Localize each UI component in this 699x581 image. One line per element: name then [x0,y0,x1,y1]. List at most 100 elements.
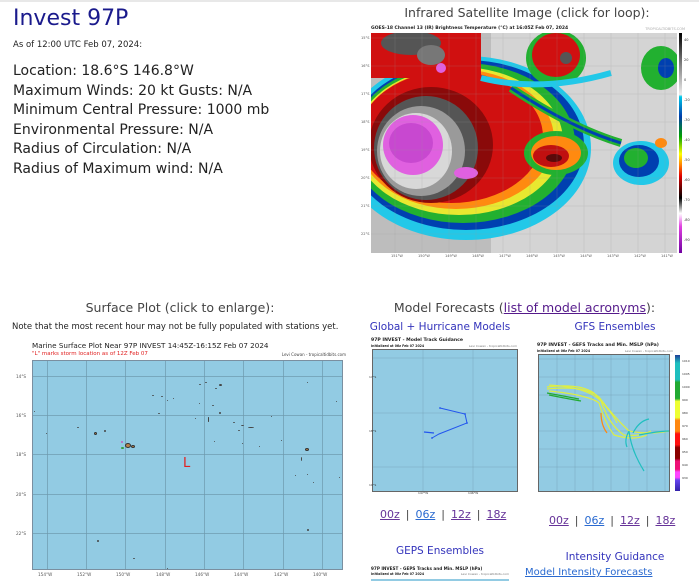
colorbar-tick: -20 [684,98,690,102]
separator: | [610,514,614,527]
temperature-colorbar [679,33,682,253]
as-of-timestamp: As of 12:00 UTC Feb 07, 2024: [13,40,143,50]
gefs-cycle-06z-link[interactable]: 06z [584,514,605,527]
satellite-lon-labels: 151°W 150°W 149°W 148°W 147°W 146°W 145°… [371,254,677,260]
island [313,482,314,483]
geps-track-image-link[interactable]: 97P INVEST - GEPS Tracks and Min. MSLP (… [369,566,519,581]
island [242,443,243,444]
global-model-map [372,349,518,492]
model-track-graphic [373,350,517,491]
lon-label: 147°W [418,491,429,495]
lon-label: 151°W [391,254,403,258]
colorbar-tick: 950 [682,450,688,454]
lon-label: 150°W [116,572,131,577]
island [339,477,340,478]
gefs-cycle-12z-link[interactable]: 12z [620,514,640,527]
lat-label: 17°S [361,92,370,96]
lon-label: 148°W [156,572,171,577]
colorbar-tick: -30 [684,118,690,122]
global-cycle-18z-link[interactable]: 18z [486,508,507,521]
global-cycle-00z-link[interactable]: 00z [380,508,400,521]
lat-label: 18°S [16,452,27,457]
island [195,418,196,419]
lon-label: 150°W [418,254,430,258]
gefs-title: 97P INVEST - GEFS Tracks and Min. MSLP (… [537,343,659,348]
fact-location: Location: 18.6°S 146.8°W [13,63,194,79]
colorbar-tick: 1000 [682,385,690,389]
lon-label: 145°W [553,254,565,258]
colorbar-tick: 970 [682,424,688,428]
island [77,427,79,428]
storm-title: Invest 97P [13,6,129,31]
model-forecasts-heading: Model Forecasts (list of model acronyms)… [350,300,699,315]
ensemble-tracks-graphic [539,355,669,491]
fact-min-pressure: Minimum Central Pressure: 1000 mb [13,102,270,118]
colorbar-tick: 990 [682,398,688,402]
lat-label: 21°S [361,204,370,208]
grid-line [33,494,342,495]
island [238,430,240,431]
lon-label: 140°W [313,572,328,577]
model-acronyms-link[interactable]: list of model acronyms [503,300,646,315]
grid-line [33,533,342,534]
gefs-credit: Levi Cowan - tropicaltidbits.com [624,349,673,353]
gefs-cycle-18z-link[interactable]: 18z [655,514,676,527]
global-cycle-12z-link[interactable]: 12z [451,508,471,521]
lat-label: 19°S [369,483,377,487]
lat-label: 18°S [361,120,370,124]
island [271,416,272,417]
geps-init: Initialized at 00z Feb 07 2024 [371,572,425,576]
colorbar-tick: 0 [684,78,687,82]
global-model-credit: Levi Cowan - tropicaltidbits.com [468,344,517,348]
satellite-credit: TROPICALTIDBITS.COM [645,27,685,31]
surface-map: L [32,360,343,570]
grid-line [33,376,342,377]
island [281,440,282,441]
island [46,433,47,434]
island [241,425,244,426]
station-marker [121,447,124,449]
gefs-track-image-link[interactable]: 97P INVEST - GEFS Tracks and Min. MSLP (… [535,343,695,495]
satellite-caption: GOES-18 Channel 13 (IR) Brightness Tempe… [371,26,569,31]
lon-label: 143°W [607,254,619,258]
island [94,432,97,435]
island [295,475,296,476]
island [97,540,99,542]
lon-label: 146°W [468,491,479,495]
global-model-track-image-link[interactable]: 97P INVEST - Model Track Guidance Initia… [369,338,519,495]
island [219,384,222,386]
fact-max-winds: Maximum Winds: 20 kt Gusts: N/A [13,82,253,99]
global-model-title: 97P INVEST - Model Track Guidance [371,338,463,343]
island [259,446,260,447]
satellite-image-link[interactable]: GOES-18 Channel 13 (IR) Brightness Tempe… [360,25,690,260]
colorbar-tick: 930 [682,476,688,480]
island [307,382,308,383]
lon-label: 146°W [526,254,538,258]
colorbar-tick: 960 [682,437,688,441]
lon-label: 147°W [499,254,511,258]
grid-line [165,361,166,569]
gefs-cycle-00z-link[interactable]: 00z [549,514,569,527]
model-intensity-forecasts-link[interactable]: Model Intensity Forecasts [525,567,653,578]
island [167,568,168,569]
gfs-ensembles-heading: GFS Ensembles [574,321,656,333]
island [131,445,135,448]
separator: | [405,508,410,521]
colorbar-tick: 1005 [682,372,690,376]
colorbar-tick: -60 [684,178,690,182]
global-cycle-06z-link[interactable]: 06z [415,508,436,521]
surface-plot-image-link[interactable]: Marine Surface Plot Near 97P INVEST 14:4… [10,341,348,581]
storm-info: Invest 97P As of 12:00 UTC Feb 07, 2024:… [13,6,353,179]
island [104,430,106,432]
heading-suffix: ): [645,300,656,315]
gefs-map [538,354,670,492]
colorbar-tick: -80 [684,218,690,222]
lon-label: 144°W [234,572,249,577]
separator: | [441,508,445,521]
island [301,457,302,461]
grid-line [322,361,323,569]
separator: | [476,508,481,521]
lon-label: 149°W [445,254,457,258]
lat-label: 20°S [361,176,370,180]
colorbar-tick: 1010 [682,359,690,363]
